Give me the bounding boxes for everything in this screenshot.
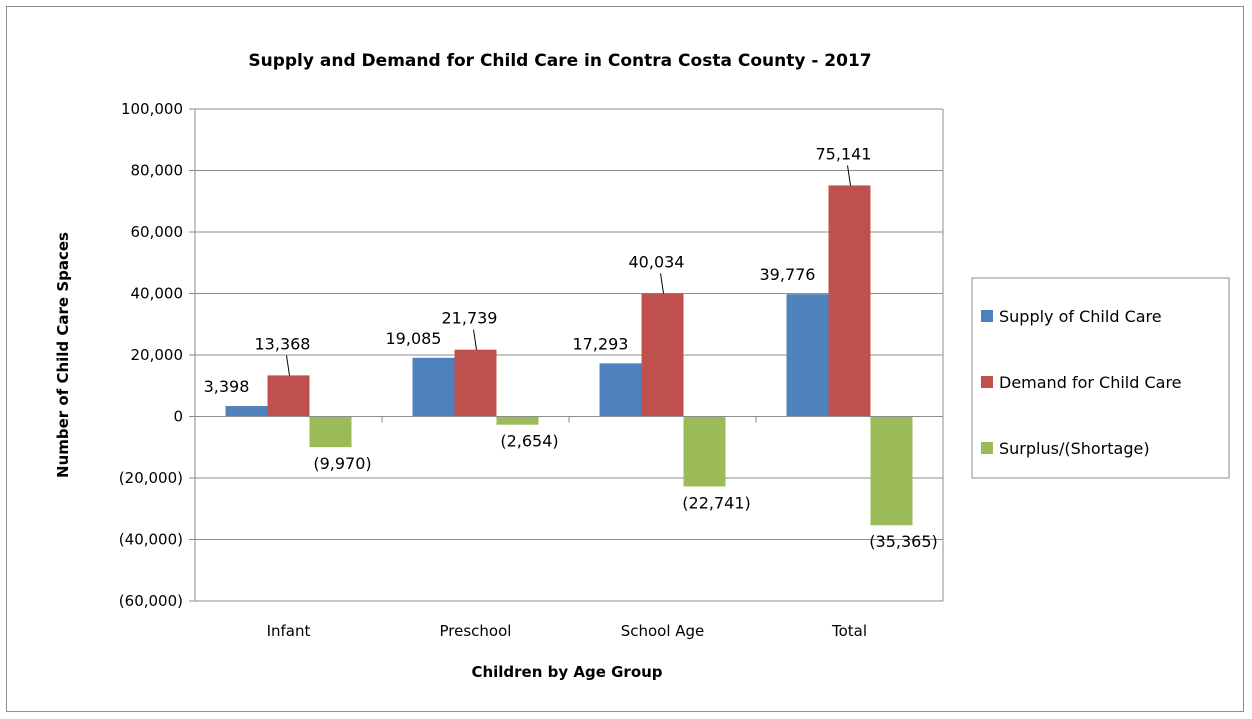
data-label: 13,368 (255, 334, 311, 353)
data-label: 3,398 (204, 377, 250, 396)
y-tick-label: (40,000) (119, 531, 183, 549)
x-axis-title: Children by Age Group (471, 663, 662, 681)
bar (828, 185, 871, 417)
data-label: 21,739 (442, 309, 498, 328)
axes: 100,000 80,000 60,000 40,000 20,000 0 (20,000)… (119, 100, 944, 640)
bar (454, 349, 497, 417)
y-tick-label: (20,000) (119, 469, 183, 487)
data-label: 19,085 (386, 329, 442, 348)
y-tick-label: 80,000 (131, 162, 184, 180)
leader-line (286, 355, 290, 376)
legend: Supply of Child Care Demand for Child Car… (971, 277, 1230, 479)
legend-swatch (981, 442, 993, 454)
legend-swatch (981, 376, 993, 388)
x-tick-label: Total (831, 622, 867, 640)
bar (599, 363, 642, 417)
bar (786, 294, 829, 417)
data-label: (22,741) (682, 493, 750, 512)
bar (641, 293, 684, 417)
leader-line (473, 329, 477, 350)
leader-line (847, 165, 851, 186)
y-tick-label: (60,000) (119, 592, 183, 610)
y-tick-label: 100,000 (121, 100, 183, 118)
data-label: (9,970) (313, 454, 371, 473)
leader-line (660, 273, 664, 294)
data-label: 17,293 (573, 334, 629, 353)
legend-label: Demand for Child Care (999, 373, 1182, 392)
x-tick-label: Preschool (440, 622, 512, 640)
data-label: (2,654) (500, 432, 558, 451)
data-label: 40,034 (629, 252, 685, 271)
legend-label: Supply of Child Care (999, 307, 1162, 326)
bar (870, 416, 913, 526)
x-tick-label: School Age (621, 622, 705, 640)
bar (267, 375, 310, 417)
legend-swatch (981, 310, 993, 322)
y-axis-title: Number of Child Care Spaces (54, 232, 72, 478)
data-label: 39,776 (760, 265, 816, 284)
legend-box (971, 277, 1230, 479)
bar (225, 406, 268, 417)
y-tick-label: 60,000 (131, 223, 184, 241)
bar (683, 416, 726, 487)
chart-title: Supply and Demand for Child Care in Cont… (248, 51, 871, 71)
y-tick-label: 0 (173, 408, 183, 426)
data-label: (35,365) (869, 532, 937, 551)
legend-label: Surplus/(Shortage) (999, 439, 1150, 458)
bars (225, 185, 913, 526)
x-tick-label: Infant (267, 622, 311, 640)
bar (496, 416, 539, 425)
bar (412, 357, 455, 417)
y-tick-label: 40,000 (131, 285, 184, 303)
bar (309, 416, 352, 448)
data-label: 75,141 (816, 144, 872, 163)
y-tick-label: 20,000 (131, 346, 184, 364)
